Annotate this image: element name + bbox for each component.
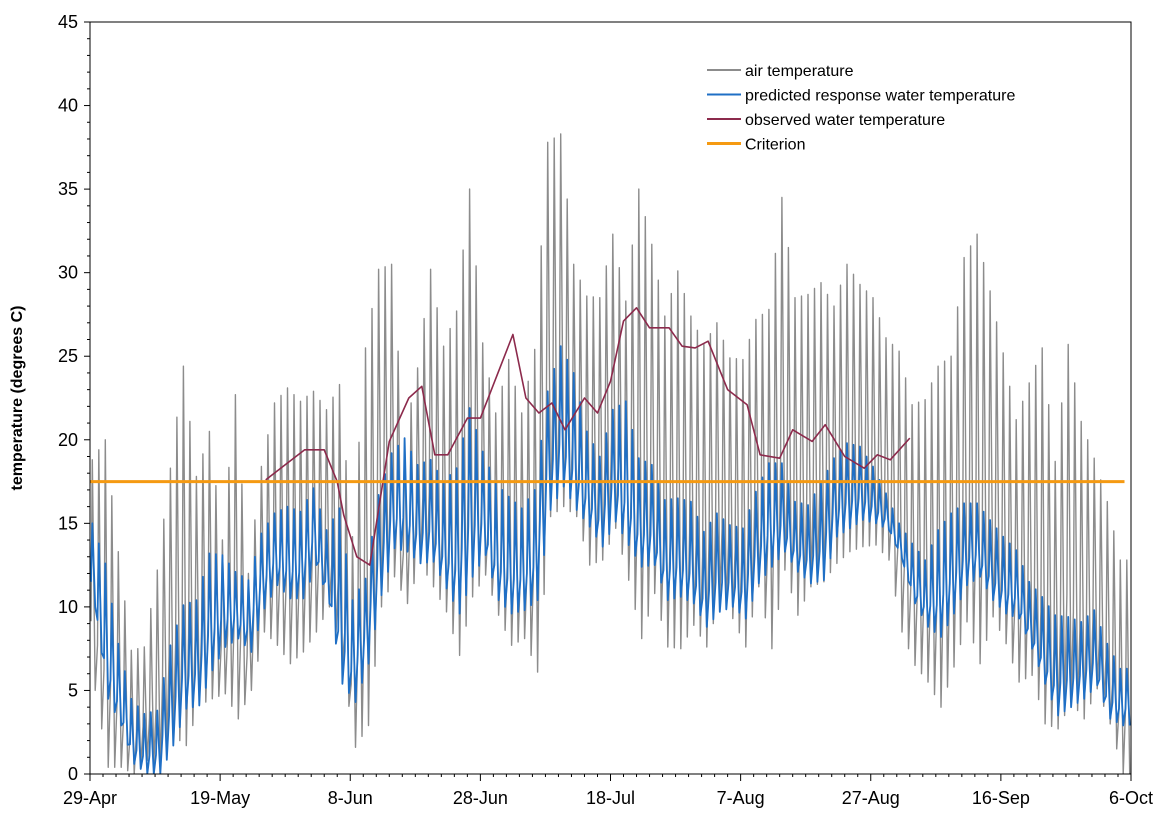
x-tick-label: 18-Jul: [586, 788, 635, 808]
x-tick-label: 8-Jun: [328, 788, 373, 808]
legend-label: air temperature: [745, 63, 854, 80]
y-tick-label: 25: [58, 346, 78, 366]
y-tick-label: 35: [58, 179, 78, 199]
y-tick-label: 5: [68, 680, 78, 700]
series-line-3: [265, 307, 911, 566]
series-line-2: [90, 345, 1131, 774]
legend-label: predicted response water temperature: [745, 88, 1015, 105]
x-tick-label: 27-Aug: [842, 788, 900, 808]
y-tick-label: 15: [58, 513, 78, 533]
legend: air temperature predicted response water …: [707, 63, 1015, 154]
y-axis-title: temperature (degrees C): [9, 306, 26, 491]
y-tick-label: 45: [58, 12, 78, 32]
y-tick-label: 30: [58, 263, 78, 283]
legend-label: Criterion: [745, 137, 805, 154]
plot-area: [90, 133, 1131, 774]
y-tick-label: 10: [58, 597, 78, 617]
x-tick-label: 28-Jun: [453, 788, 508, 808]
axes: 0 5 10 15 20 25 30 35 40 45 29-Apr 19-May 8-Jun 28-Ju…: [58, 12, 1153, 808]
legend-label: observed water temperature: [745, 112, 945, 129]
y-tick-label: 0: [68, 764, 78, 784]
y-tick-label: 40: [58, 96, 78, 116]
x-tick-label: 29-Apr: [63, 788, 117, 808]
x-tick-label: 6-Oct: [1109, 788, 1153, 808]
y-tick-label: 20: [58, 430, 78, 450]
x-tick-label: 19-May: [190, 788, 250, 808]
x-tick-label: 7-Aug: [717, 788, 765, 808]
x-tick-label: 16-Sep: [972, 788, 1030, 808]
